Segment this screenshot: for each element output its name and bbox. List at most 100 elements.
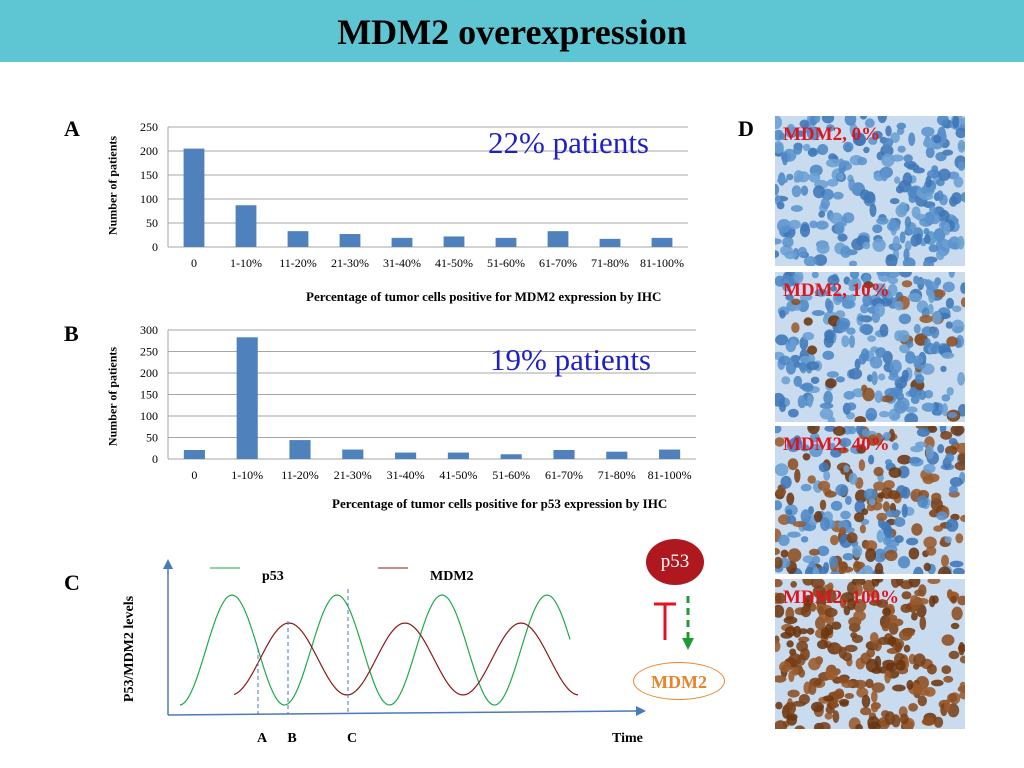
- cell-nucleus: [901, 503, 908, 518]
- cell-nucleus: [848, 368, 863, 380]
- cell-nucleus: [880, 395, 894, 403]
- cell-nucleus: [802, 579, 814, 586]
- cell-nucleus: [840, 246, 852, 258]
- cell-nucleus: [957, 235, 965, 250]
- x-tick-label: 51-60%: [492, 468, 530, 482]
- cell-nucleus: [802, 332, 815, 341]
- cell-nucleus: [824, 330, 834, 344]
- cell-nucleus: [824, 589, 837, 603]
- cell-nucleus: [806, 126, 821, 141]
- cell-nucleus: [817, 545, 830, 557]
- cell-nucleus: [777, 219, 791, 233]
- cell-nucleus: [917, 695, 927, 707]
- cell-nucleus: [826, 178, 839, 187]
- cell-nucleus: [862, 241, 871, 250]
- cell-nucleus: [787, 531, 801, 538]
- cell-nucleus: [819, 499, 827, 511]
- cell-nucleus: [794, 272, 804, 284]
- x-tick-label: 81-100%: [648, 468, 692, 482]
- cell-nucleus: [864, 118, 875, 128]
- cell-nucleus: [945, 297, 954, 309]
- cell-nucleus: [957, 452, 965, 463]
- cell-nucleus: [806, 394, 813, 408]
- cell-nucleus: [779, 309, 786, 319]
- cell-nucleus: [861, 508, 869, 516]
- ihc-image-2: MDM2, 40%: [775, 426, 965, 574]
- cell-nucleus: [940, 365, 947, 373]
- cell-nucleus: [775, 183, 780, 196]
- y-tick-label: 0: [152, 240, 158, 254]
- panel-label-b: B: [64, 321, 79, 346]
- cell-nucleus: [928, 244, 938, 253]
- cell-nucleus: [851, 634, 864, 644]
- cell-nucleus: [923, 138, 937, 149]
- cell-nucleus: [871, 682, 885, 693]
- panel-label-c: C: [64, 570, 80, 595]
- cell-nucleus: [775, 129, 784, 141]
- chart-b-xlabel: Percentage of tumor cells positive for p…: [332, 496, 668, 511]
- cell-nucleus: [903, 154, 913, 163]
- cell-nucleus: [947, 703, 960, 718]
- cell-nucleus: [800, 483, 812, 492]
- cell-nucleus: [775, 437, 785, 447]
- cell-nucleus: [908, 132, 916, 146]
- cell-nucleus: [829, 555, 838, 568]
- cell-nucleus: [893, 517, 906, 527]
- cell-nucleus: [960, 192, 965, 203]
- ihc-image-3: MDM2, 100%: [775, 579, 965, 729]
- cell-nucleus: [941, 352, 955, 359]
- cell-nucleus: [816, 566, 829, 574]
- bar: [500, 454, 522, 459]
- cell-nucleus: [874, 655, 882, 670]
- cell-nucleus: [790, 205, 803, 212]
- cell-nucleus: [910, 395, 920, 404]
- cell-nucleus: [826, 371, 839, 378]
- cell-nucleus: [951, 319, 965, 334]
- cell-nucleus: [867, 434, 879, 446]
- cell-nucleus: [885, 459, 893, 466]
- cell-nucleus: [788, 653, 802, 666]
- cell-nucleus: [910, 595, 919, 606]
- cell-nucleus: [811, 272, 819, 279]
- bar: [235, 205, 257, 247]
- cell-nucleus: [775, 334, 789, 346]
- cell-nucleus: [911, 206, 921, 219]
- cell-nucleus: [950, 595, 957, 604]
- cell-nucleus: [832, 191, 844, 200]
- cell-nucleus: [923, 536, 937, 549]
- cell-nucleus: [949, 195, 958, 207]
- bar: [659, 449, 681, 459]
- cell-nucleus: [900, 713, 909, 725]
- cell-nucleus: [858, 459, 866, 471]
- cell-nucleus: [846, 402, 857, 411]
- cell-nucleus: [836, 317, 851, 330]
- cell-nucleus: [874, 562, 884, 574]
- cell-nucleus: [775, 556, 783, 569]
- cell-nucleus: [888, 467, 902, 478]
- p53-badge: p53: [646, 539, 704, 585]
- cell-nucleus: [862, 387, 875, 402]
- x-tick-label: 0: [191, 468, 197, 482]
- cell-nucleus: [857, 315, 869, 322]
- cell-nucleus: [923, 228, 930, 235]
- cell-nucleus: [960, 297, 965, 308]
- cell-nucleus: [791, 298, 801, 306]
- cell-nucleus: [863, 146, 870, 154]
- marker-label: A: [257, 731, 268, 746]
- cell-nucleus: [913, 566, 924, 574]
- cell-nucleus: [941, 403, 948, 417]
- cell-nucleus: [931, 165, 939, 173]
- cell-nucleus: [925, 546, 937, 556]
- cell-nucleus: [925, 175, 932, 188]
- cell-nucleus: [895, 659, 906, 671]
- cell-nucleus: [778, 534, 790, 546]
- cell-nucleus: [901, 369, 909, 380]
- cell-nucleus: [894, 300, 904, 311]
- y-tick-label: 50: [146, 431, 158, 445]
- cell-nucleus: [857, 157, 868, 166]
- cell-nucleus: [956, 442, 965, 455]
- cell-nucleus: [938, 210, 950, 223]
- cell-nucleus: [863, 191, 876, 204]
- cell-nucleus: [888, 217, 897, 231]
- y-tick-label: 100: [140, 409, 158, 423]
